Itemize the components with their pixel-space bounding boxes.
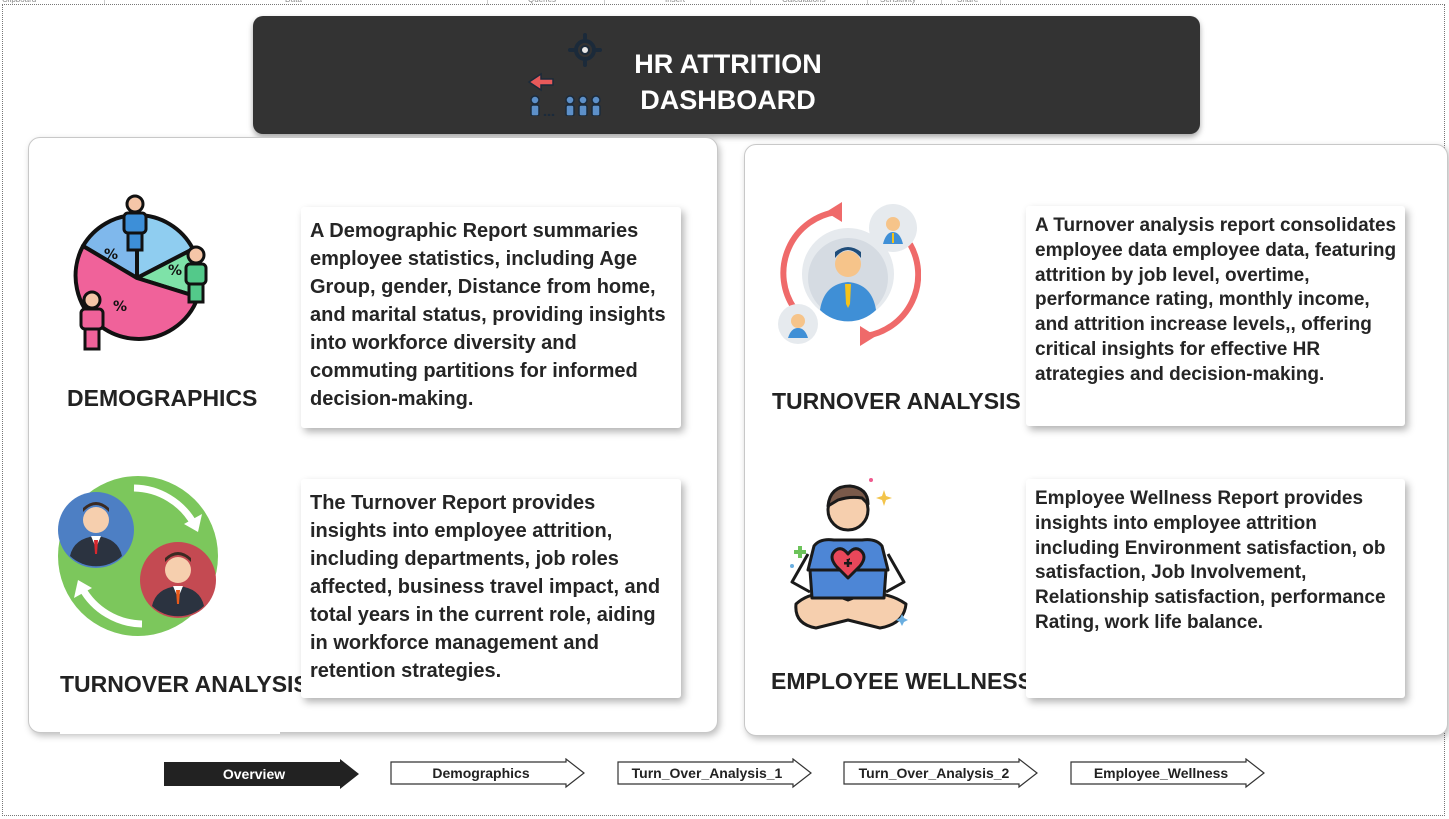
ribbon-label-insert: Insert (665, 0, 685, 4)
svg-text:%: % (104, 247, 118, 263)
turnover2-description-card: A Turnover analysis report consolidates … (1026, 206, 1405, 426)
turnover1-description: The Turnover Report provides insights in… (310, 492, 661, 682)
nav-overview-label: Overview (222, 766, 286, 782)
ribbon-label-queries: Queries (528, 0, 556, 4)
ribbon-label-sensitivity: Sensitivity (880, 0, 916, 4)
svg-text:%: % (113, 299, 127, 315)
turnover1-description-card: The Turnover Report provides insights in… (301, 479, 681, 698)
wellness-title: EMPLOYEE WELLNESS (771, 668, 1033, 694)
dashboard-title: HR ATTRITION DASHBOARD (634, 49, 822, 115)
nav-arrow-shape (617, 758, 812, 789)
attrition-people-icon (527, 33, 602, 116)
ribbon-label-share: Share (957, 0, 978, 4)
ribbon-group-labels: Clipboard Data Queries Insert Calculatio… (0, 0, 1040, 5)
wellness-description-card: Employee Wellness Report provides insigh… (1026, 479, 1405, 698)
turnover-cycle-icon (58, 476, 218, 636)
nav-demographics-button[interactable]: Demographics (390, 758, 586, 789)
svg-text:%: % (168, 263, 182, 279)
nav-turnover1-button[interactable]: Turn_Over_Analysis_1 (617, 758, 813, 789)
nav-turnover2-button[interactable]: Turn_Over_Analysis_2 (843, 758, 1039, 789)
nav-demographics-label: Demographics (432, 765, 530, 781)
nav-overview-button[interactable]: Overview (164, 759, 360, 789)
nav-arrow-active-shape (164, 759, 359, 789)
turnover-rotation-icon (778, 202, 921, 346)
nav-turnover2-label: Turn_Over_Analysis_2 (858, 765, 1010, 781)
nav-arrow-shape (390, 758, 585, 789)
nav-arrow-shape (843, 758, 1038, 789)
nav-wellness-button[interactable]: Employee_Wellness (1070, 758, 1266, 789)
demographics-description-card: A Demographic Report summaries employee … (301, 207, 681, 428)
turnover1-title: TURNOVER ANALYSIS I (60, 670, 322, 734)
wellness-description: Employee Wellness Report provides insigh… (1035, 488, 1386, 633)
turnover2-title: TURNOVER ANALYSIS II (772, 388, 1040, 414)
dashboard-header: HR ATTRITION DASHBOARD (253, 16, 1200, 134)
nav-turnover1-label: Turn_Over_Analysis_1 (631, 765, 783, 781)
ribbon-label-calculations: Calculations (782, 0, 826, 4)
nav-wellness-label: Employee_Wellness (1093, 765, 1229, 781)
turnover2-description: A Turnover analysis report consolidates … (1035, 215, 1397, 385)
ribbon-label-clipboard: Clipboard (2, 0, 36, 4)
demographics-description: A Demographic Report summaries employee … (310, 220, 666, 410)
meditation-wellness-icon (790, 478, 908, 630)
nav-arrow-shape (1070, 758, 1265, 789)
demographics-title: DEMOGRAPHICS (67, 385, 258, 411)
ribbon-label-data: Data (285, 0, 302, 4)
demographics-pie-icon: %%% (73, 194, 208, 351)
